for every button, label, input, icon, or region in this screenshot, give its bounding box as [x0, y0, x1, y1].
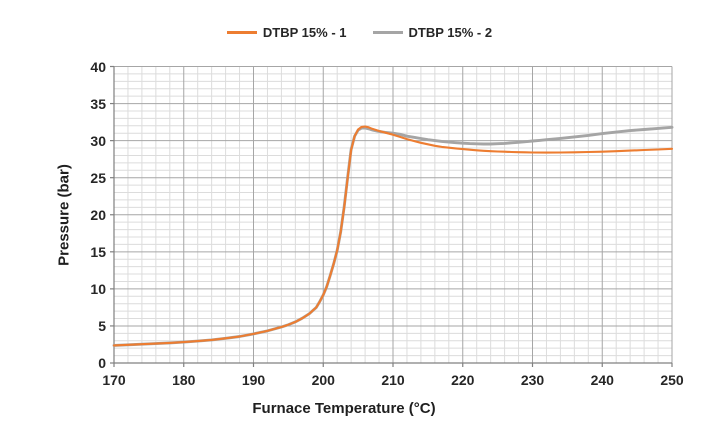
y-tick-label: 30 [90, 132, 106, 149]
x-tick-label: 220 [451, 372, 475, 388]
legend: DTBP 15% - 1 DTBP 15% - 2 [0, 23, 719, 41]
y-tick-label: 5 [98, 317, 106, 334]
y-tick-label: 10 [90, 280, 106, 297]
x-tick-label: 170 [102, 372, 126, 388]
x-tick-label: 190 [241, 372, 266, 388]
y-tick-label: 20 [90, 206, 106, 223]
x-tick-label: 250 [660, 372, 684, 388]
legend-item-series1[interactable]: DTBP 15% - 1 [226, 24, 347, 40]
y-tick-label: 35 [90, 95, 106, 112]
x-axis-title: Furnace Temperature (°C) [252, 400, 436, 417]
y-tick-label: 15 [90, 243, 106, 260]
legend-item-series2[interactable]: DTBP 15% - 2 [372, 24, 493, 40]
y-tick-label: 40 [90, 58, 106, 75]
legend-label-series1: DTBP 15% - 1 [262, 24, 347, 40]
x-tick-label: 210 [381, 372, 405, 388]
series-line-1 [112, 125, 674, 347]
x-tick-label: 230 [520, 372, 545, 388]
series1-line-swatch-icon [226, 30, 257, 34]
y-tick-label: 0 [98, 355, 106, 371]
x-tick-label: 180 [172, 372, 196, 388]
series2-line-swatch-icon [372, 30, 403, 34]
x-tick-label: 200 [311, 372, 335, 388]
x-tick-label: 240 [590, 372, 614, 388]
legend-label-series2: DTBP 15% - 2 [408, 24, 493, 40]
y-tick-label: 25 [90, 169, 106, 186]
